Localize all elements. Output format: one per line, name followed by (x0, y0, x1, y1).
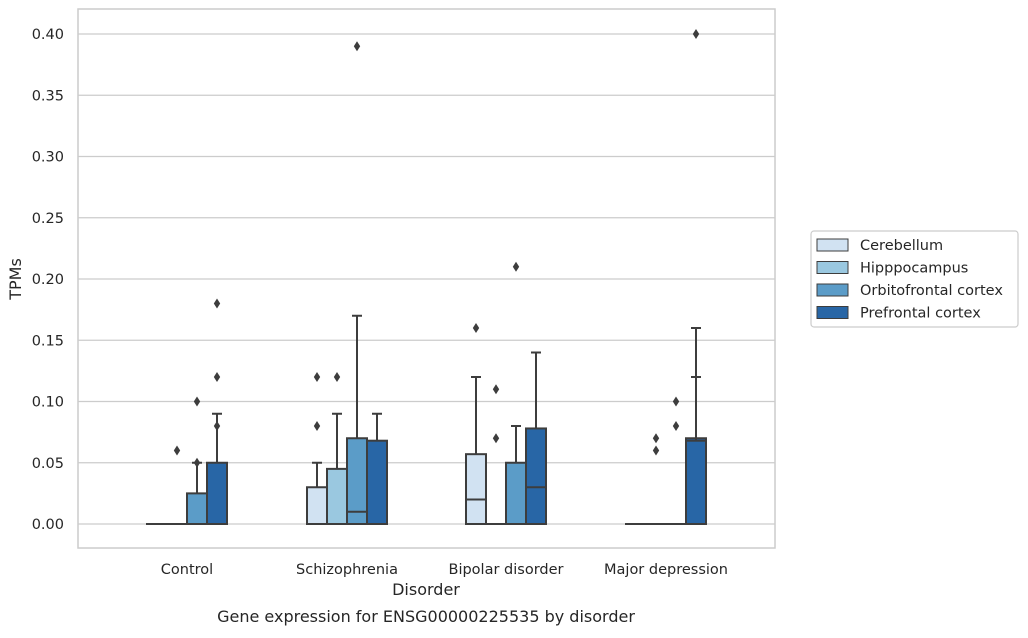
legend-label: Cerebellum (860, 238, 943, 254)
outlier-point (314, 421, 320, 431)
box (686, 441, 706, 524)
y-tick-label: 0.30 (32, 150, 64, 166)
box-group (167, 446, 187, 525)
box (207, 463, 227, 524)
box (506, 463, 526, 524)
outlier-point (194, 458, 200, 468)
x-axis-label: Disorder (392, 580, 460, 599)
y-tick-label: 0.35 (32, 88, 64, 104)
y-tick-label: 0.40 (32, 27, 64, 43)
box (466, 454, 486, 524)
box (307, 487, 327, 524)
y-tick-label: 0.10 (32, 395, 64, 411)
x-tick-label: Control (161, 562, 213, 578)
legend-label: Hipppocampus (860, 261, 968, 277)
outlier-point (493, 433, 499, 443)
box-group (686, 377, 706, 524)
outlier-point (673, 397, 679, 407)
outlier-point (214, 372, 220, 382)
legend-swatch (817, 284, 848, 296)
outlier-point (473, 323, 479, 333)
box-group (646, 433, 666, 524)
box-group (666, 397, 686, 525)
x-tick-label: Schizophrenia (296, 562, 398, 578)
box-group (486, 384, 506, 524)
outlier-point (673, 421, 679, 431)
box (187, 493, 207, 524)
legend-label: Prefrontal cortex (860, 306, 981, 322)
outlier-point (354, 41, 360, 51)
box-group (367, 414, 387, 524)
box (327, 469, 347, 524)
boxes-layer (147, 29, 706, 524)
y-axis-label: TPMs (6, 258, 25, 301)
outlier-point (174, 446, 180, 456)
outlier-point (693, 29, 699, 39)
outlier-point (214, 299, 220, 309)
x-tick-label: Bipolar disorder (449, 562, 564, 578)
legend-swatch (817, 239, 848, 251)
y-tick-label: 0.05 (32, 456, 64, 472)
legend: Cerebellum Hipppocampus Orbitofrontal cort… (811, 231, 1018, 327)
box-group (327, 372, 347, 524)
box-group (526, 353, 546, 525)
box-group (207, 299, 227, 525)
legend-label: Orbitofrontal cortex (860, 283, 1003, 299)
box-group (506, 262, 526, 524)
box-group (347, 41, 367, 524)
y-tick-label: 0.25 (32, 211, 64, 227)
box-group (466, 323, 486, 524)
box-group (187, 397, 207, 525)
outlier-point (513, 262, 519, 272)
outlier-point (493, 384, 499, 394)
box (526, 428, 546, 524)
outlier-point (334, 372, 340, 382)
chart-title: Gene expression for ENSG00000225535 by d… (217, 607, 635, 626)
legend-swatch (817, 307, 848, 319)
y-tick-label: 0.20 (32, 272, 64, 288)
grid-lines (78, 34, 775, 524)
box-group (307, 372, 327, 524)
x-tick-labels: Control Schizophrenia Bipolar disorder Majo… (161, 562, 728, 578)
outlier-point (214, 421, 220, 431)
y-tick-label: 0.00 (32, 517, 64, 533)
outlier-point (653, 446, 659, 456)
outlier-point (194, 397, 200, 407)
outlier-point (314, 372, 320, 382)
outlier-point (653, 433, 659, 443)
y-tick-labels: 0.00 0.05 0.10 0.15 0.20 0.25 0.30 0.35 0.40 (32, 27, 64, 533)
box (367, 441, 387, 524)
x-tick-label: Major depression (604, 562, 728, 578)
y-tick-label: 0.15 (32, 333, 64, 349)
legend-swatch (817, 262, 848, 274)
